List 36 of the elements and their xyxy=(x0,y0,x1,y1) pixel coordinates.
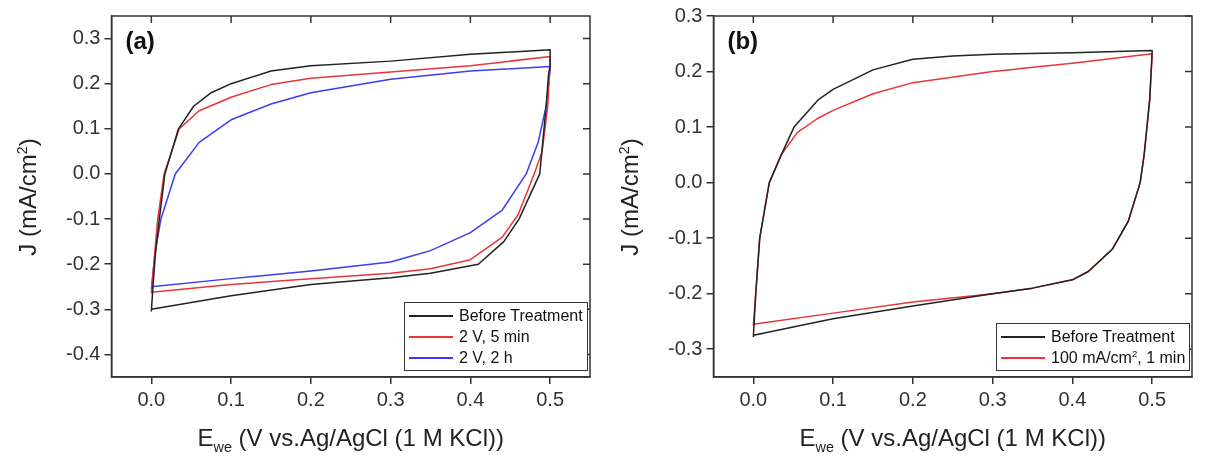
legend-label: 2 V, 5 min xyxy=(459,327,530,346)
legend-label: 2 V, 2 h xyxy=(459,348,513,367)
y-tick-label: 0.1 xyxy=(674,114,703,137)
y-tick-label: 0.0 xyxy=(72,161,101,184)
x-tick-label: 0.0 xyxy=(739,387,768,410)
x-axis-title: E$_{we}$ (V vs.Ag/AgCl (1 M KCl)) xyxy=(798,424,1107,455)
x-tick-label: 0.2 xyxy=(898,387,927,410)
x-tick-label: 0.0 xyxy=(137,387,166,410)
x-tick-label: 0.3 xyxy=(978,387,1007,410)
x-tick-label: 0.1 xyxy=(217,387,245,410)
x-tick-label: 0.1 xyxy=(819,387,847,410)
y-tick-label: 0.2 xyxy=(674,59,703,82)
x-tick-label: 0.4 xyxy=(456,387,485,410)
x-tick-label: 0.2 xyxy=(296,387,325,410)
y-tick-label: -0.4 xyxy=(65,341,101,364)
legend-label: 100 mA/cm$^{2}$, 1 min xyxy=(1051,347,1186,368)
y-tick-label: -0.2 xyxy=(65,251,101,274)
y-tick-label: -0.1 xyxy=(667,225,703,248)
y-tick-label: 0.2 xyxy=(72,71,101,94)
annotation: (b) xyxy=(727,26,759,54)
x-tick-label: 0.3 xyxy=(376,387,405,410)
y-tick-label: -0.1 xyxy=(65,206,101,229)
y-tick-label: 0.3 xyxy=(674,3,703,26)
x-tick-label: 0.4 xyxy=(1058,387,1087,410)
y-tick-label: -0.3 xyxy=(65,296,101,319)
y-tick-label: 0.3 xyxy=(72,26,101,49)
x-tick-label: 0.5 xyxy=(1138,387,1167,410)
x-tick-label: 0.5 xyxy=(536,387,565,410)
y-tick-label: -0.2 xyxy=(667,281,703,304)
y-tick-label: -0.3 xyxy=(667,336,703,359)
annotation: (a) xyxy=(125,26,155,54)
y-tick-label: 0.0 xyxy=(674,170,703,193)
legend-label: Before Treatment xyxy=(459,306,583,325)
legend-label: Before Treatment xyxy=(1051,327,1175,346)
y-tick-label: 0.1 xyxy=(72,116,101,139)
x-axis-title: E$_{we}$ (V vs.Ag/AgCl (1 M KCl)) xyxy=(196,424,505,455)
